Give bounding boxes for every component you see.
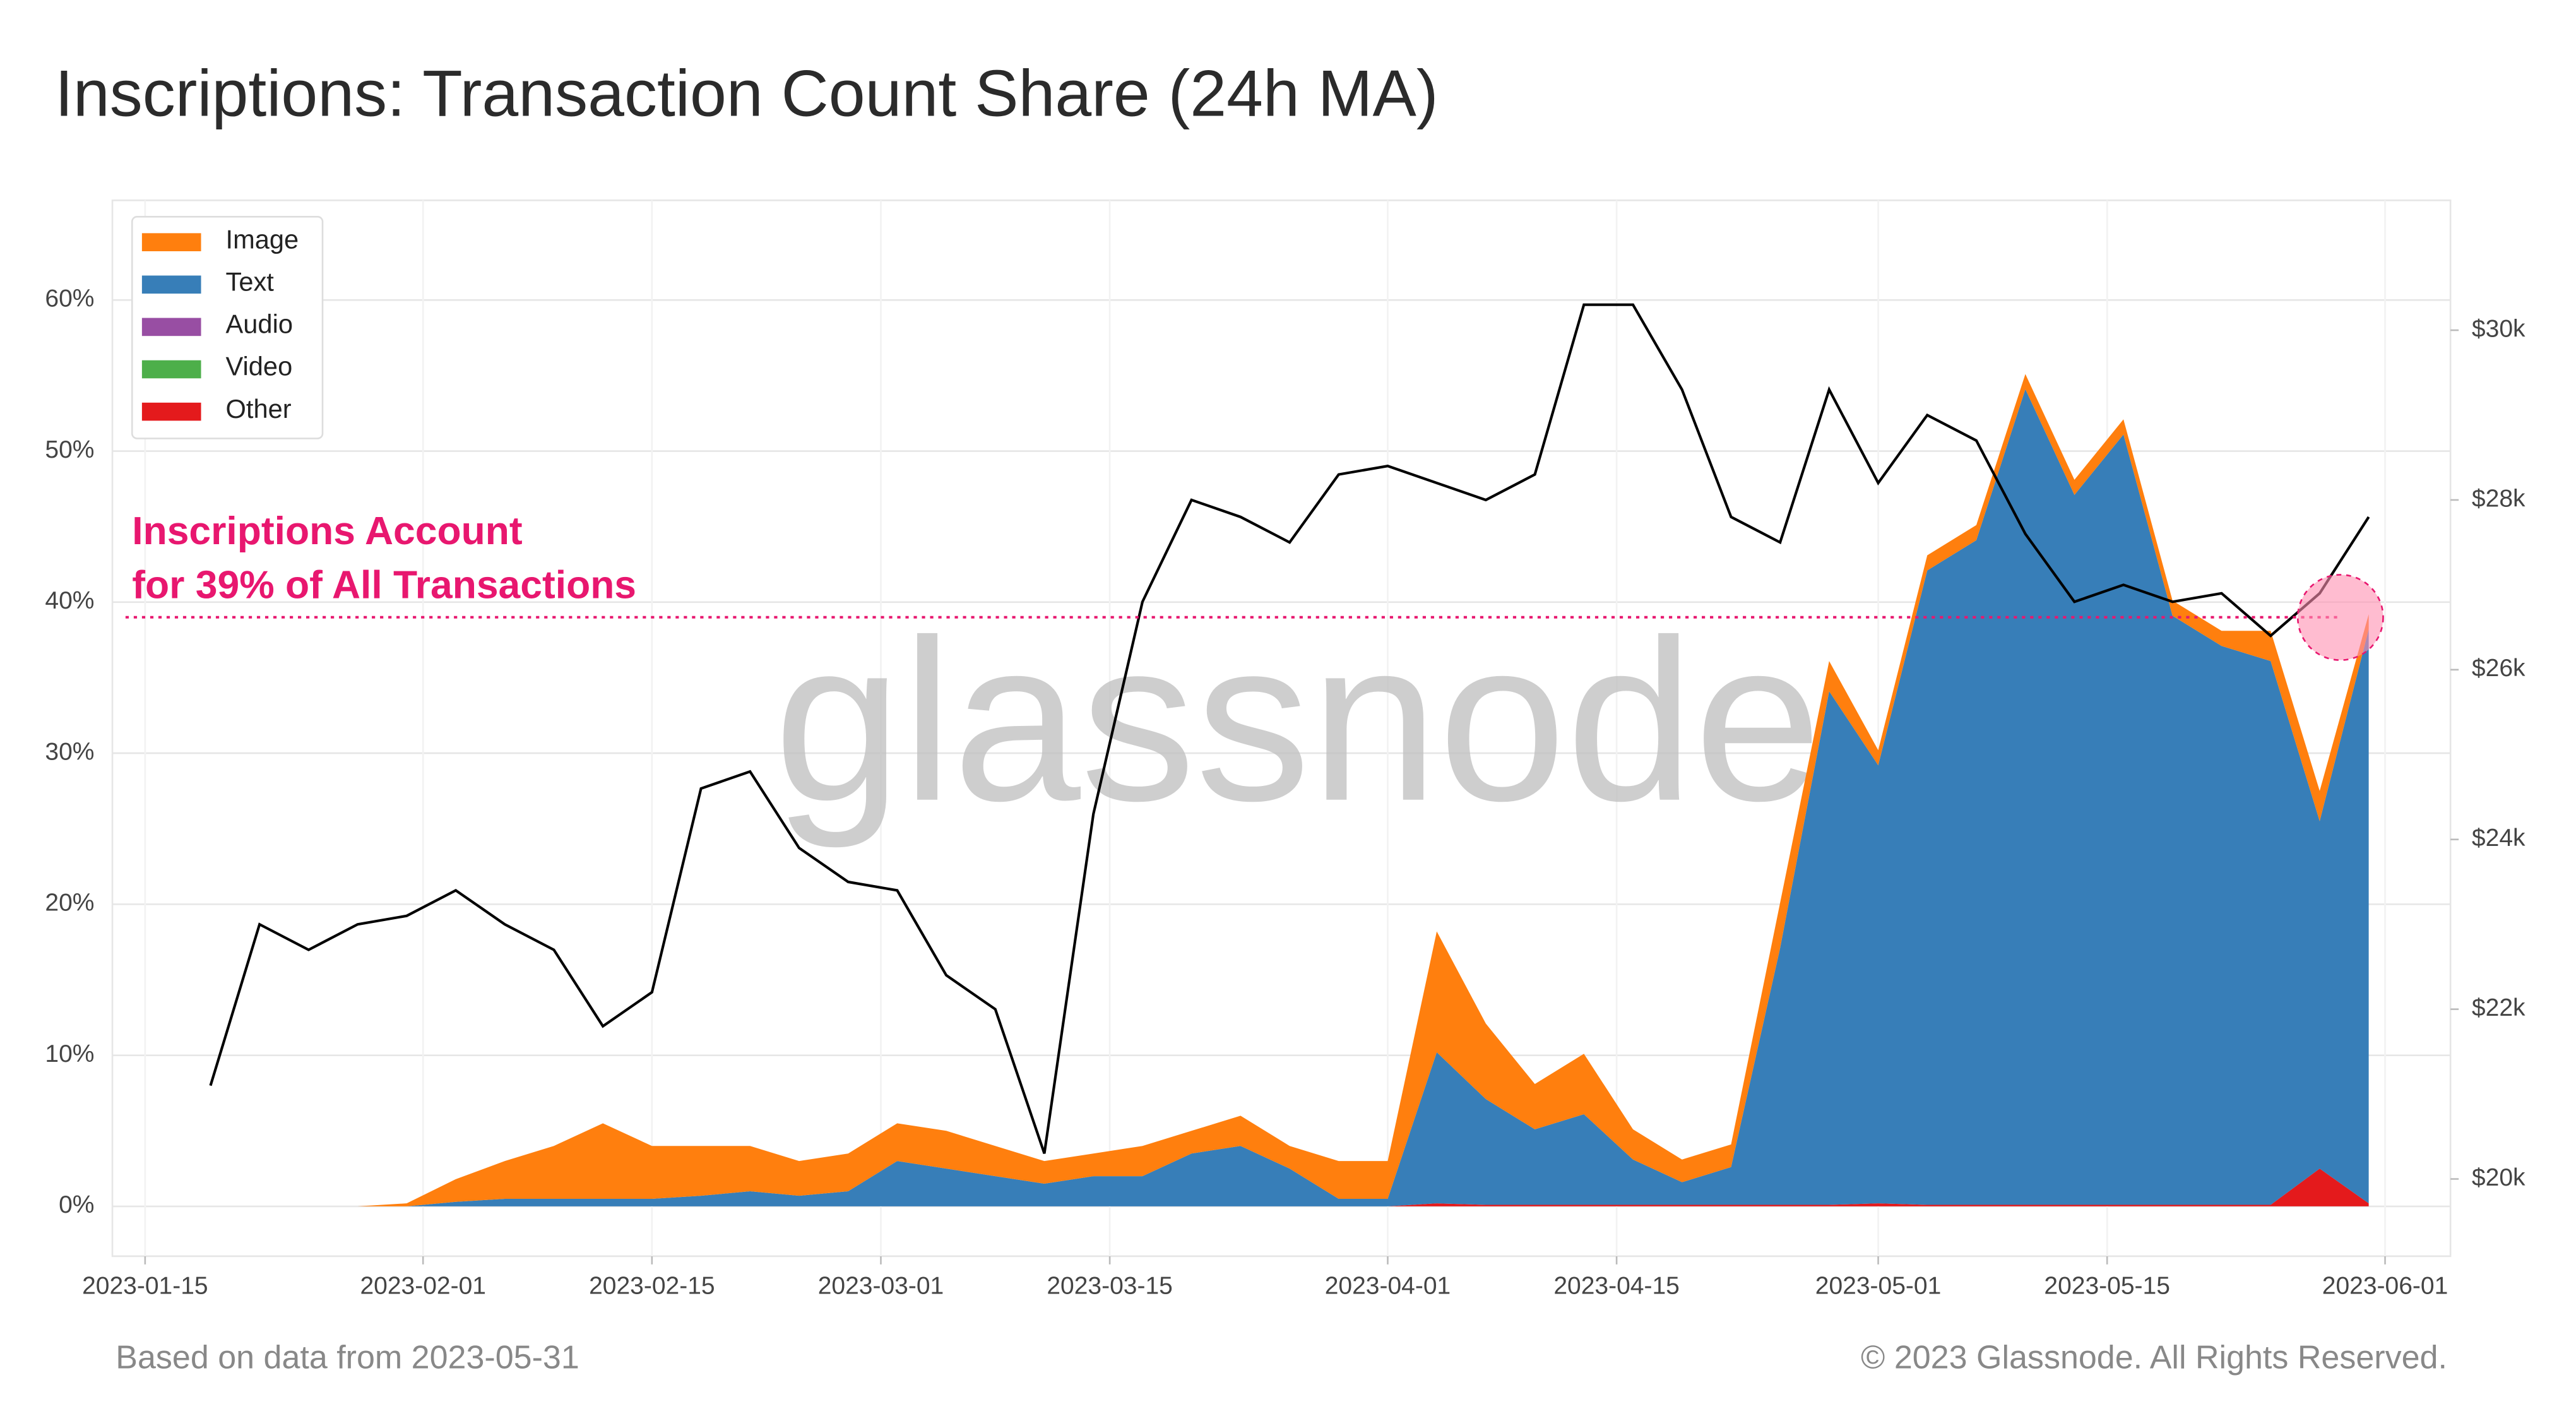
y2-tick-label: $26k — [2472, 655, 2526, 682]
legend-label: Text — [226, 266, 275, 296]
y2-tick-label: $20k — [2472, 1164, 2526, 1191]
legend-label: Audio — [226, 309, 293, 339]
legend-swatch — [141, 275, 201, 294]
x-tick-label: 2023-02-15 — [589, 1273, 715, 1300]
area — [210, 389, 2369, 1206]
y-tick-label: 60% — [45, 285, 94, 312]
chart-title: Inscriptions: Transaction Count Share (2… — [55, 57, 1438, 131]
legend-swatch — [141, 360, 201, 379]
footnote-right: © 2023 Glassnode. All Rights Reserved. — [1861, 1340, 2447, 1376]
x-tick-label: 2023-01-15 — [82, 1273, 208, 1300]
y-tick-label: 50% — [45, 436, 94, 463]
legend-label: Video — [226, 352, 293, 381]
x-tick-label: 2023-05-01 — [1815, 1273, 1942, 1300]
y-tick-label: 30% — [45, 738, 94, 765]
watermark: glassnode — [774, 592, 1822, 850]
annotation: Inscriptions Account for 39% of All Trans… — [125, 509, 2341, 619]
x-tick-label: 2023-06-01 — [2322, 1273, 2448, 1300]
highlight-circle — [2296, 574, 2384, 661]
x-tick-label: 2023-03-01 — [818, 1273, 944, 1300]
x-tick-label: 2023-04-15 — [1553, 1273, 1680, 1300]
y-tick-label: 20% — [45, 889, 94, 917]
y-tick-label: 10% — [45, 1040, 94, 1068]
axes: 0% 10% 20% 30% 40% 50% 60% $20k $22k $24k $26k $28k… — [45, 285, 2526, 1300]
legend-box — [131, 216, 324, 439]
x-tick-label: 2023-02-01 — [360, 1273, 486, 1300]
legend-label: Image — [226, 224, 299, 254]
y-tick-label: 40% — [45, 587, 94, 614]
y2-tick-label: $24k — [2472, 824, 2526, 852]
y2-tick-label: $30k — [2472, 315, 2526, 342]
y-tick-label: 0% — [59, 1191, 94, 1218]
legend-swatch — [141, 233, 201, 251]
x-tick-label: 2023-03-15 — [1047, 1273, 1173, 1300]
annotation-text: Inscriptions Account — [132, 509, 523, 553]
y2-tick-label: $28k — [2472, 485, 2526, 512]
footnote-left: Based on data from 2023-05-31 — [116, 1340, 579, 1376]
legend-swatch — [141, 318, 201, 336]
price-line — [209, 303, 2370, 1154]
legend-label: Other — [226, 394, 292, 424]
x-tick-label: 2023-05-15 — [2044, 1273, 2170, 1300]
x-tick-label: 2023-04-01 — [1325, 1273, 1451, 1300]
y2-tick-label: $22k — [2472, 994, 2526, 1021]
plot-frame — [111, 199, 2452, 1258]
legend: Image Text Audio Video Other — [131, 216, 324, 439]
lines — [209, 303, 2370, 1154]
legend-swatch — [141, 402, 201, 421]
annotation-text: for 39% of All Transactions — [132, 563, 636, 607]
areas — [210, 374, 2369, 1206]
